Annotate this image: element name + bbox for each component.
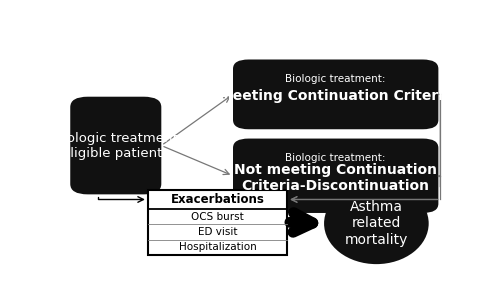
FancyBboxPatch shape [233,59,438,129]
Text: Not meeting Continuation
Criteria-Discontinuation: Not meeting Continuation Criteria-Discon… [234,162,437,193]
Text: Asthma
related
mortality: Asthma related mortality [344,200,408,247]
Text: OCS burst: OCS burst [191,212,244,222]
FancyBboxPatch shape [70,97,162,194]
Text: Meeting Continuation Criteria: Meeting Continuation Criteria [219,89,452,103]
Ellipse shape [324,183,428,264]
Text: Biologic treatment:: Biologic treatment: [286,74,386,84]
Text: Exacerbations: Exacerbations [170,193,264,206]
Text: Biologic treatment:: Biologic treatment: [286,153,386,162]
Text: Biologic treatment
eligible patients: Biologic treatment eligible patients [54,132,178,159]
Text: Hospitalization: Hospitalization [178,242,256,252]
FancyBboxPatch shape [233,139,438,213]
Bar [148,190,287,255]
Text: ED visit: ED visit [198,227,237,237]
